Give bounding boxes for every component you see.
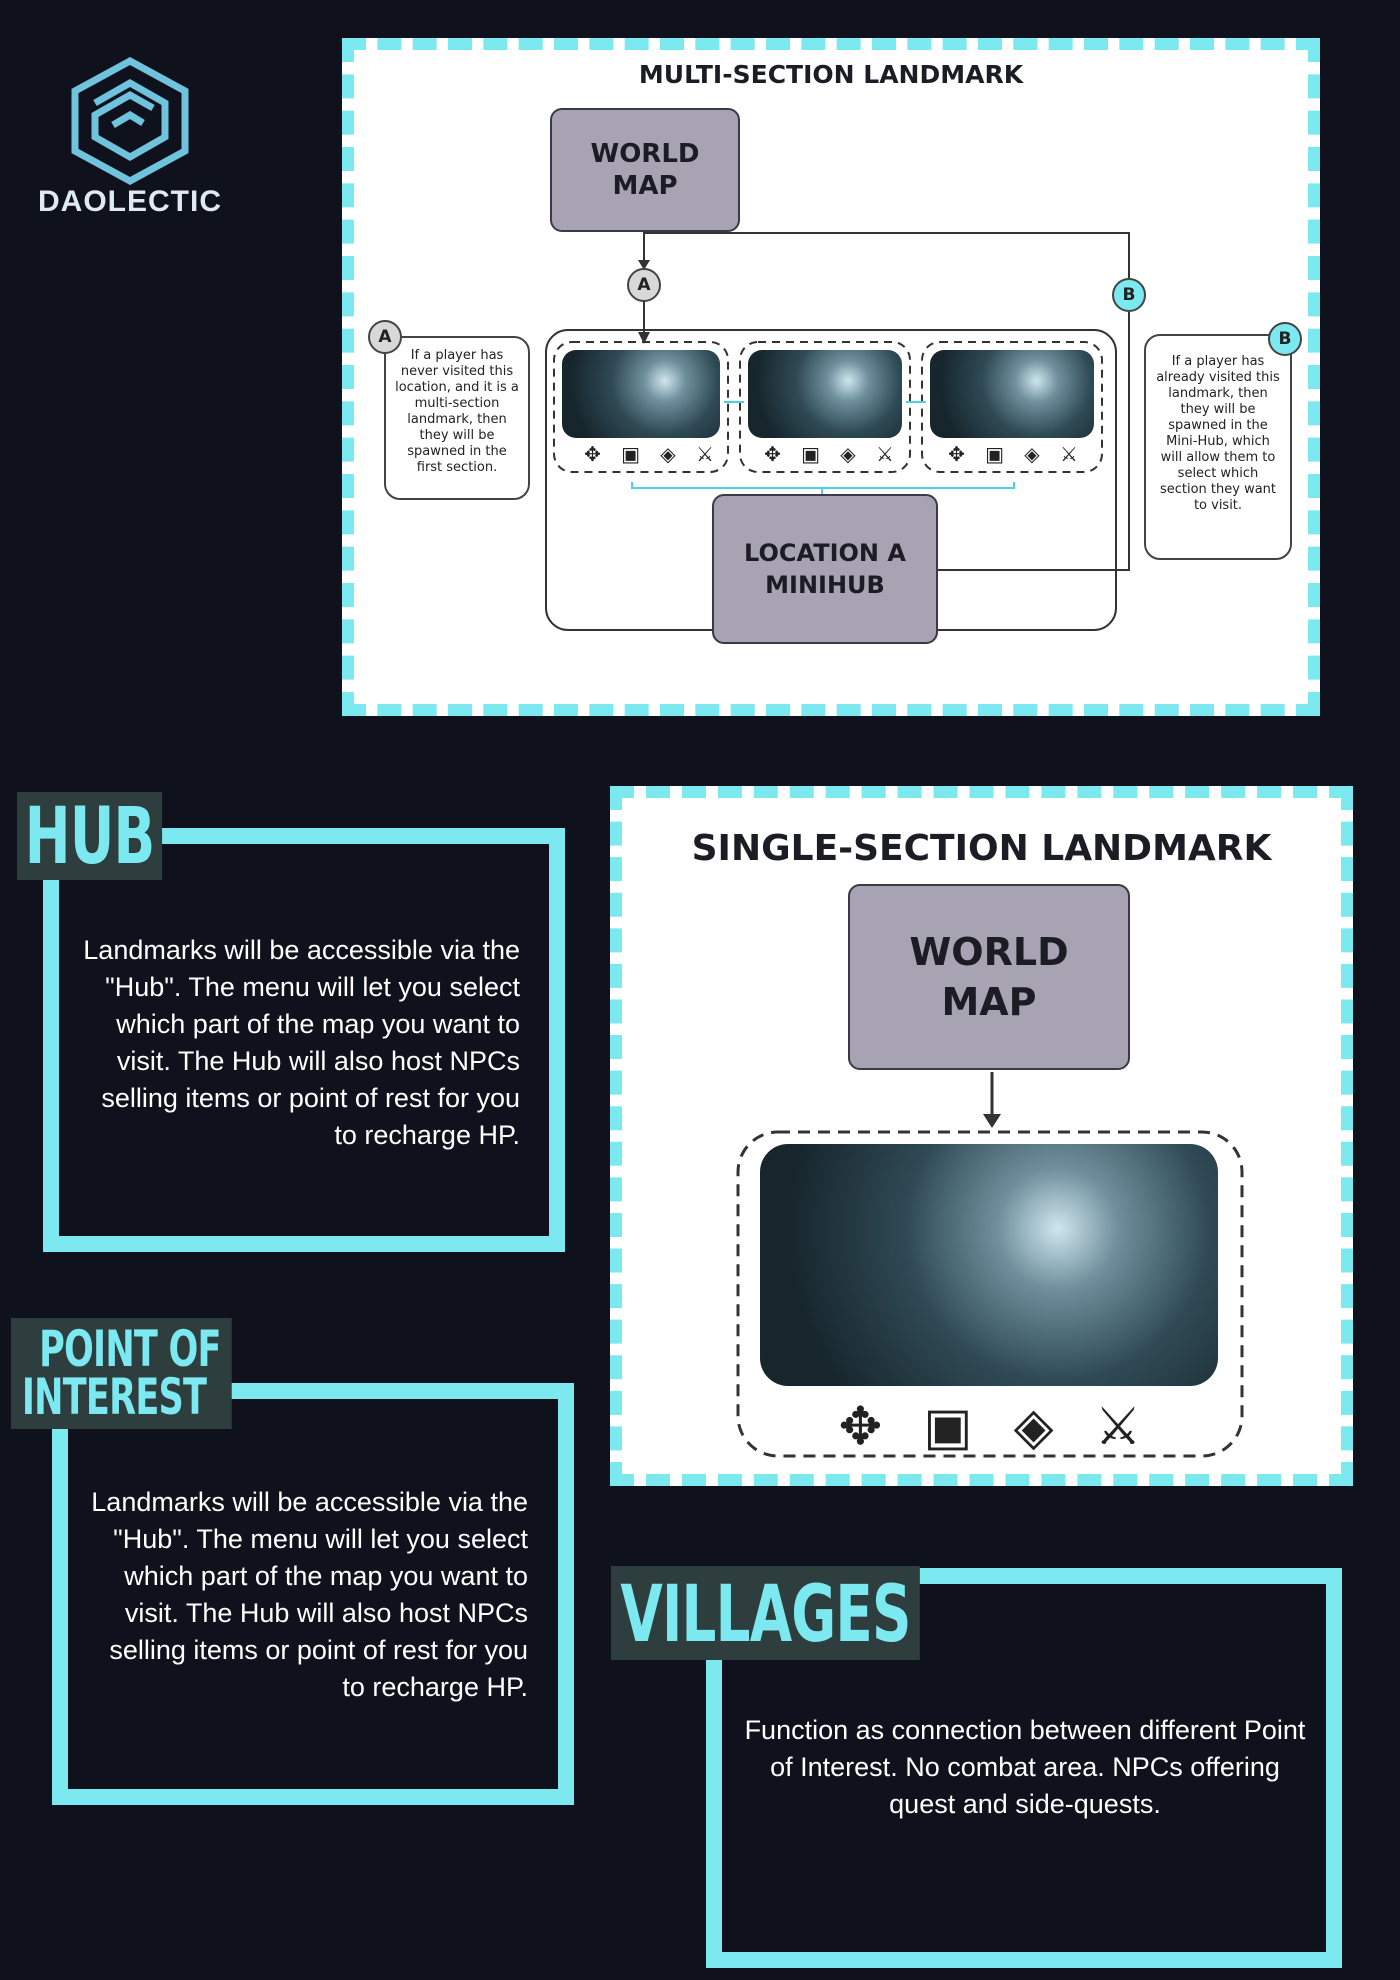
single-section-screenshot (760, 1144, 1218, 1386)
diamond-icon: ◈ (1013, 1397, 1054, 1457)
daolectic-logo: DAOLECTIC (25, 55, 235, 225)
hub-panel (43, 828, 565, 1252)
section-1-screenshot (562, 350, 720, 438)
logo-cube-icon (71, 57, 189, 185)
crossed-swords-icon: ⚔ (1059, 442, 1078, 466)
puzzle-icon: ✥ (764, 442, 781, 466)
section-2-screenshot (748, 350, 902, 438)
poi-text: Landmarks will be accessible via the "Hu… (91, 1487, 528, 1702)
multi-section-landmark-panel: MULTI-SECTION LANDMARK WORLD MAP (342, 38, 1320, 716)
villages-text: Function as connection between different… (744, 1715, 1306, 1819)
marker-a-path: A (627, 268, 661, 302)
world-map-node: WORLD MAP (550, 108, 740, 232)
book-icon: ▣ (621, 442, 641, 466)
crossed-swords-icon: ⚔ (1094, 1397, 1142, 1457)
book-icon: ▣ (985, 442, 1005, 466)
book-icon: ▣ (923, 1397, 973, 1457)
section-1-icons: ✥ ▣ ◈ ⚔ (574, 442, 724, 468)
location-a-minihub-node: LOCATION A MINIHUB (712, 494, 938, 644)
world-map-label-2: MAP (612, 171, 678, 201)
section-2-icons: ✥ ▣ ◈ ⚔ (754, 442, 904, 468)
world-map-label-1: WORLD (590, 139, 700, 169)
section-3-icons: ✥ ▣ ◈ ⚔ (938, 442, 1088, 468)
puzzle-icon: ✥ (584, 442, 601, 466)
note-already-visited: If a player has already visited this lan… (1144, 334, 1292, 560)
multi-section-title: MULTI-SECTION LANDMARK (638, 60, 1024, 89)
poi-title: POINT OF INTEREST (11, 1318, 232, 1429)
poi-panel (52, 1383, 574, 1805)
note-never-visited: If a player has never visited this locat… (384, 336, 530, 500)
poi-title-line-1: POINT OF (39, 1320, 221, 1378)
diamond-icon: ◈ (840, 442, 856, 466)
single-section-landmark-panel: SINGLE-SECTION LANDMARK WORLD MAP ✥ ▣ ◈ … (610, 786, 1353, 1486)
hub-title: HUB (17, 792, 163, 881)
puzzle-icon: ✥ (838, 1397, 883, 1457)
minihub-label-1: LOCATION A (744, 539, 906, 567)
single-world-map-node: WORLD MAP (848, 884, 1130, 1070)
crossed-swords-icon: ⚔ (875, 442, 894, 466)
single-section-connectors (736, 1072, 1244, 1458)
single-section-icons: ✥ ▣ ◈ ⚔ (818, 1392, 1162, 1462)
villages-title: VILLAGES (611, 1566, 921, 1661)
section-3-screenshot (930, 350, 1094, 438)
single-section-title: SINGLE-SECTION LANDMARK (691, 828, 1272, 869)
poi-title-line-2: INTEREST (21, 1367, 207, 1426)
single-world-map-label-1: WORLD (909, 930, 1069, 974)
logo-text: DAOLECTIC (38, 185, 222, 218)
diamond-icon: ◈ (1024, 442, 1040, 466)
diamond-icon: ◈ (660, 442, 676, 466)
single-world-map-label-2: MAP (941, 980, 1037, 1024)
minihub-label-2: MINIHUB (765, 571, 885, 599)
puzzle-icon: ✥ (948, 442, 965, 466)
note-b-marker: B (1268, 322, 1302, 356)
hub-text: Landmarks will be accessible via the "Hu… (83, 935, 520, 1150)
note-a-marker: A (368, 320, 402, 354)
marker-b-path: B (1112, 278, 1146, 312)
book-icon: ▣ (801, 442, 821, 466)
crossed-swords-icon: ⚔ (695, 442, 714, 466)
